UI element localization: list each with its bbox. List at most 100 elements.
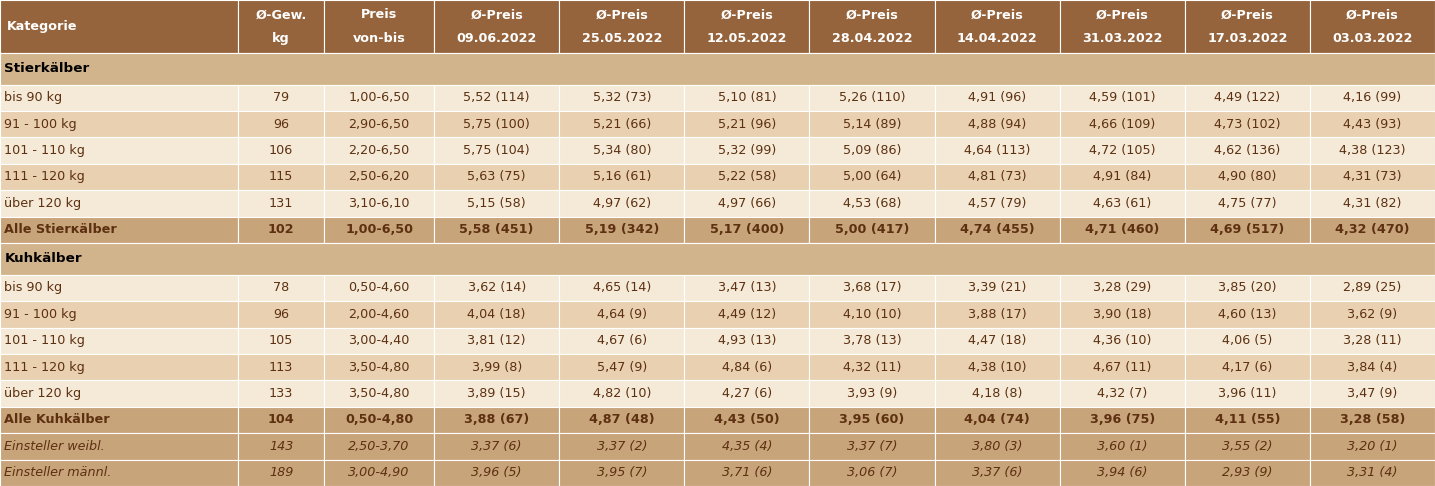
Text: 31.03.2022: 31.03.2022: [1082, 32, 1162, 45]
Bar: [684, 0, 809, 53]
Bar: [1185, 111, 1310, 138]
Bar: [934, 301, 1059, 328]
Text: 4,64 (9): 4,64 (9): [597, 308, 647, 321]
Text: 5,16 (61): 5,16 (61): [593, 171, 651, 184]
Text: 3,85 (20): 3,85 (20): [1218, 281, 1277, 295]
Text: 4,17 (6): 4,17 (6): [1223, 361, 1273, 374]
Bar: [435, 275, 560, 301]
Bar: [0, 164, 238, 190]
Text: kg: kg: [273, 32, 290, 45]
Bar: [560, 138, 684, 164]
Text: 3,00-4,90: 3,00-4,90: [349, 466, 410, 479]
Bar: [1059, 275, 1185, 301]
Text: 4,04 (74): 4,04 (74): [964, 414, 1030, 427]
Bar: [0, 85, 238, 111]
Bar: [1059, 164, 1185, 190]
Text: Einsteller männl.: Einsteller männl.: [4, 466, 112, 479]
Bar: [324, 111, 435, 138]
Bar: [560, 0, 684, 53]
Text: 3,80 (3): 3,80 (3): [971, 440, 1022, 453]
Bar: [435, 85, 560, 111]
Text: 4,67 (11): 4,67 (11): [1093, 361, 1151, 374]
Bar: [934, 0, 1059, 53]
Text: 4,47 (18): 4,47 (18): [969, 334, 1026, 347]
Text: 3,20 (1): 3,20 (1): [1347, 440, 1398, 453]
Bar: [435, 407, 560, 433]
Text: 3,37 (2): 3,37 (2): [597, 440, 647, 453]
Text: 101 - 110 kg: 101 - 110 kg: [4, 334, 85, 347]
Bar: [560, 190, 684, 217]
Bar: [684, 85, 809, 111]
Text: 4,57 (79): 4,57 (79): [969, 197, 1026, 210]
Bar: [1310, 301, 1435, 328]
Text: 91 - 100 kg: 91 - 100 kg: [4, 308, 77, 321]
Bar: [1310, 190, 1435, 217]
Text: 78: 78: [273, 281, 290, 295]
Text: 4,60 (13): 4,60 (13): [1218, 308, 1277, 321]
Text: Ø-Gew.: Ø-Gew.: [255, 8, 307, 21]
Text: 2,50-6,20: 2,50-6,20: [349, 171, 410, 184]
Bar: [0, 301, 238, 328]
Text: 3,93 (9): 3,93 (9): [847, 387, 897, 400]
Bar: [809, 407, 934, 433]
Text: über 120 kg: über 120 kg: [4, 387, 82, 400]
Text: 25.05.2022: 25.05.2022: [581, 32, 662, 45]
Text: 5,14 (89): 5,14 (89): [842, 118, 901, 131]
Text: 4,32 (11): 4,32 (11): [842, 361, 901, 374]
Bar: [934, 85, 1059, 111]
Text: 1,00-6,50: 1,00-6,50: [349, 91, 410, 104]
Text: 3,47 (13): 3,47 (13): [718, 281, 776, 295]
Text: 5,32 (73): 5,32 (73): [593, 91, 651, 104]
Text: 4,69 (517): 4,69 (517): [1210, 223, 1284, 236]
Bar: [809, 301, 934, 328]
Bar: [0, 53, 1435, 85]
Text: 4,11 (55): 4,11 (55): [1214, 414, 1280, 427]
Bar: [324, 217, 435, 243]
Text: 4,31 (73): 4,31 (73): [1343, 171, 1402, 184]
Bar: [1059, 328, 1185, 354]
Text: 4,35 (4): 4,35 (4): [722, 440, 772, 453]
Text: 102: 102: [268, 223, 294, 236]
Bar: [809, 217, 934, 243]
Text: 3,55 (2): 3,55 (2): [1223, 440, 1273, 453]
Bar: [934, 381, 1059, 407]
Bar: [238, 190, 324, 217]
Text: 4,90 (80): 4,90 (80): [1218, 171, 1277, 184]
Text: 3,47 (9): 3,47 (9): [1347, 387, 1398, 400]
Bar: [809, 460, 934, 486]
Text: 2,50-3,70: 2,50-3,70: [349, 440, 410, 453]
Bar: [934, 111, 1059, 138]
Bar: [1310, 0, 1435, 53]
Text: 5,15 (58): 5,15 (58): [468, 197, 527, 210]
Text: 79: 79: [273, 91, 290, 104]
Text: 3,06 (7): 3,06 (7): [847, 466, 897, 479]
Bar: [809, 433, 934, 460]
Text: 3,10-6,10: 3,10-6,10: [349, 197, 410, 210]
Bar: [0, 0, 238, 53]
Text: 4,16 (99): 4,16 (99): [1343, 91, 1402, 104]
Text: Ø-Preis: Ø-Preis: [471, 8, 522, 21]
Text: 4,65 (14): 4,65 (14): [593, 281, 651, 295]
Bar: [1310, 460, 1435, 486]
Bar: [934, 138, 1059, 164]
Text: 3,71 (6): 3,71 (6): [722, 466, 772, 479]
Bar: [1310, 111, 1435, 138]
Bar: [560, 164, 684, 190]
Bar: [324, 275, 435, 301]
Text: 5,09 (86): 5,09 (86): [842, 144, 901, 157]
Bar: [684, 354, 809, 381]
Bar: [238, 328, 324, 354]
Text: 4,64 (113): 4,64 (113): [964, 144, 1030, 157]
Text: Einsteller weibl.: Einsteller weibl.: [4, 440, 105, 453]
Bar: [1185, 433, 1310, 460]
Text: 5,21 (96): 5,21 (96): [718, 118, 776, 131]
Text: 12.05.2022: 12.05.2022: [706, 32, 788, 45]
Bar: [238, 354, 324, 381]
Bar: [238, 460, 324, 486]
Bar: [0, 275, 238, 301]
Text: 3,39 (21): 3,39 (21): [969, 281, 1026, 295]
Text: 4,59 (101): 4,59 (101): [1089, 91, 1155, 104]
Bar: [1059, 190, 1185, 217]
Bar: [435, 217, 560, 243]
Bar: [1185, 460, 1310, 486]
